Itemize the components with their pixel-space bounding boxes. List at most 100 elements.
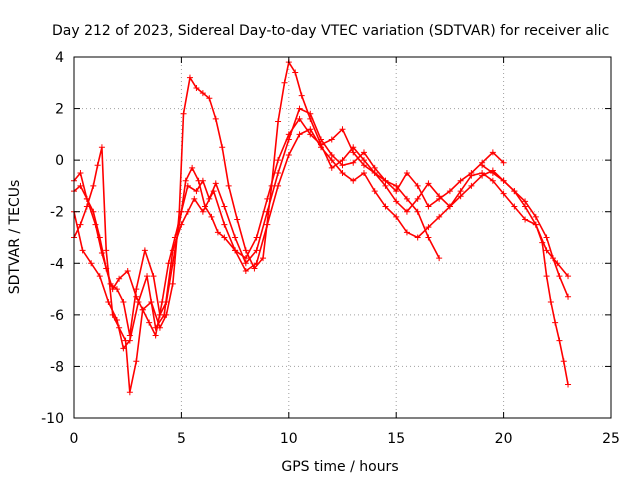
data-point <box>328 136 335 143</box>
data-point <box>232 247 239 254</box>
data-point <box>242 247 249 254</box>
data-point <box>178 221 185 228</box>
data-point <box>152 332 159 339</box>
data-point <box>96 273 103 280</box>
data-point <box>511 188 518 195</box>
data-point <box>350 177 357 184</box>
data-point <box>339 162 346 169</box>
data-point <box>116 275 123 282</box>
data-point <box>268 182 275 189</box>
data-point <box>414 208 421 215</box>
data-point <box>163 311 170 318</box>
data-point <box>382 182 389 189</box>
y-tick-label: 2 <box>55 102 64 118</box>
data-point <box>90 208 97 215</box>
data-point <box>275 182 282 189</box>
data-point <box>141 247 148 254</box>
data-point <box>500 190 507 197</box>
data-point <box>180 110 187 117</box>
data-point <box>436 255 443 262</box>
data-point <box>371 188 378 195</box>
data-point <box>221 203 228 210</box>
data-point <box>96 234 103 241</box>
y-tick-label: -10 <box>41 411 64 427</box>
data-point <box>156 324 163 331</box>
data-point <box>298 92 305 99</box>
x-axis-label: GPS time / hours <box>281 459 398 475</box>
data-point <box>242 268 249 275</box>
data-point <box>479 162 486 169</box>
data-point <box>98 144 105 151</box>
data-point <box>77 182 84 189</box>
data-point <box>543 247 550 254</box>
x-tick-label: 10 <box>280 431 298 447</box>
data-point <box>221 221 228 228</box>
data-point <box>550 255 557 262</box>
data-point <box>94 162 101 169</box>
data-point <box>360 162 367 169</box>
data-point <box>285 151 292 158</box>
y-axis-label: SDTVAR / TECUs <box>7 180 23 295</box>
y-tick-labels: -10 -8 -6 -4 -2 0 2 4 <box>41 50 64 427</box>
data-point <box>414 195 421 202</box>
x-tick-label: 25 <box>602 431 620 447</box>
data-point <box>425 203 432 210</box>
data-point <box>425 234 432 241</box>
data-point <box>199 90 206 97</box>
data-point <box>382 177 389 184</box>
x-tick-label: 20 <box>495 431 513 447</box>
data-point <box>79 247 86 254</box>
data-point <box>556 337 563 344</box>
data-point <box>214 229 221 236</box>
data-point <box>382 203 389 210</box>
x-tick-label: 0 <box>70 431 79 447</box>
data-point <box>221 234 228 241</box>
data-point <box>522 198 529 205</box>
series-trace-5 <box>479 162 572 388</box>
data-point <box>206 95 213 102</box>
data-point <box>360 149 367 156</box>
data-point <box>446 203 453 210</box>
data-point <box>275 118 282 125</box>
data-point <box>489 177 496 184</box>
data-point <box>225 182 232 189</box>
data-point <box>511 203 518 210</box>
y-tick-label: -4 <box>50 256 64 272</box>
data-point <box>532 221 539 228</box>
data-point <box>565 381 572 388</box>
y-tick-label: -2 <box>50 205 64 221</box>
data-point <box>212 115 219 122</box>
data-point <box>234 216 241 223</box>
data-point <box>565 293 572 300</box>
data-point <box>522 203 529 210</box>
data-point <box>339 157 346 164</box>
data-point <box>165 260 172 267</box>
data-point <box>77 170 84 177</box>
data-point <box>189 164 196 171</box>
data-point <box>109 311 116 318</box>
data-point <box>360 157 367 164</box>
data-point <box>83 203 90 210</box>
data-point <box>479 172 486 179</box>
data-point <box>122 337 129 344</box>
data-point <box>500 177 507 184</box>
data-point <box>403 208 410 215</box>
data-point <box>360 170 367 177</box>
data-point <box>560 358 567 365</box>
data-point <box>468 182 475 189</box>
data-point <box>120 298 127 305</box>
data-point <box>371 170 378 177</box>
data-point <box>489 149 496 156</box>
data-point <box>539 239 546 246</box>
data-point <box>292 69 299 76</box>
data-point <box>176 208 183 215</box>
data-point <box>186 74 193 81</box>
data-point <box>403 170 410 177</box>
data-point <box>393 198 400 205</box>
data-point <box>552 319 559 326</box>
data-point <box>543 273 550 280</box>
series-line <box>73 107 505 336</box>
data-point <box>318 141 325 148</box>
data-point <box>543 234 550 241</box>
